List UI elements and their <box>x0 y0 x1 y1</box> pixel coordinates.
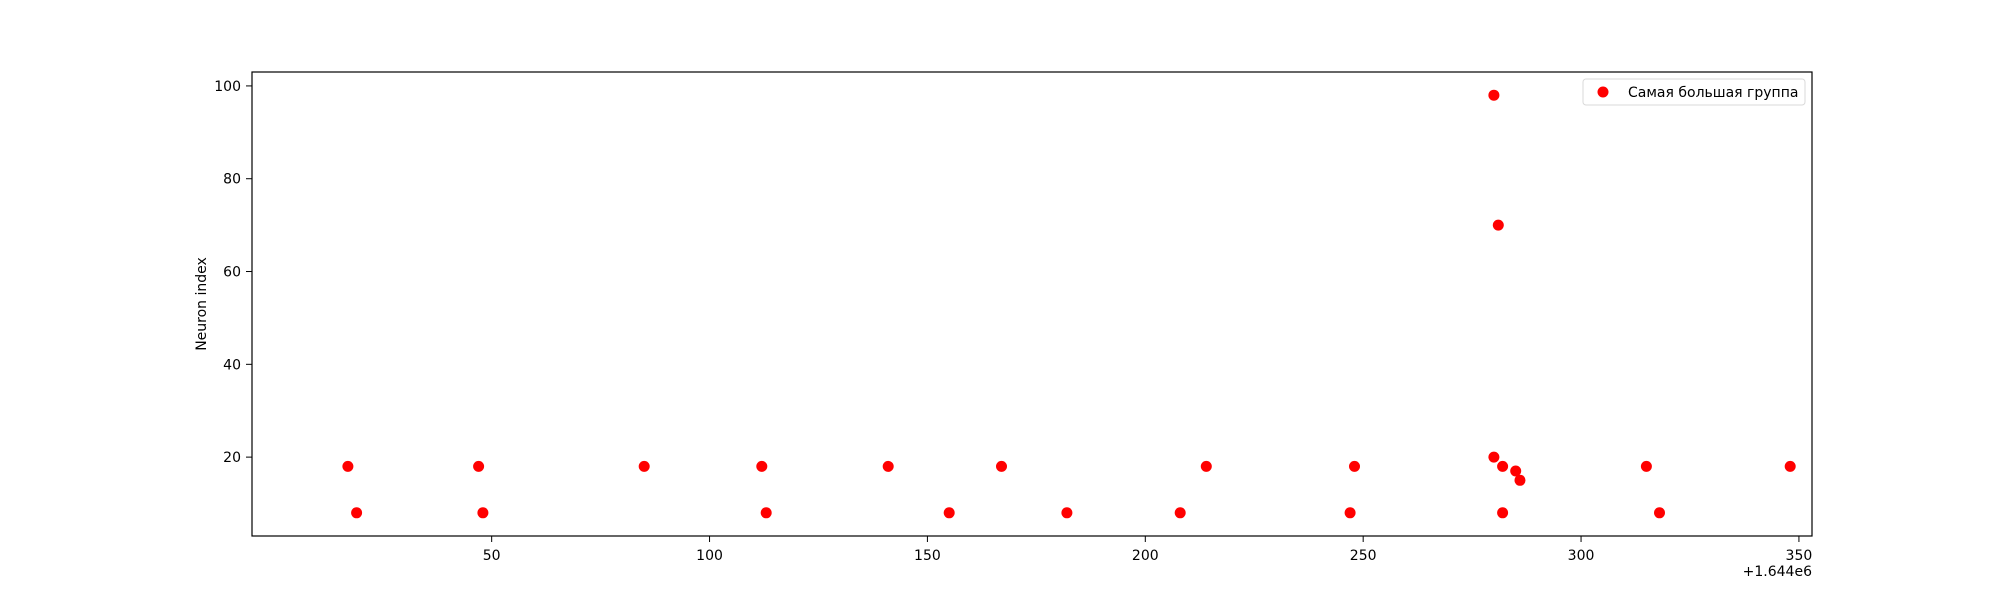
data-point <box>1497 507 1509 519</box>
x-tick-label: 150 <box>914 548 941 564</box>
data-point <box>638 460 650 472</box>
x-tick-label: 250 <box>1350 548 1377 564</box>
y-axis: 20 40 60 80 100 <box>214 79 252 466</box>
data-point <box>351 507 363 519</box>
x-tick-label: 350 <box>1786 548 1813 564</box>
x-tick-label: 50 <box>483 548 501 564</box>
data-point <box>1640 460 1652 472</box>
x-axis: 50 100 150 200 250 300 350 <box>483 536 1813 564</box>
data-point <box>760 507 772 519</box>
data-point <box>1488 89 1500 101</box>
y-tick-label: 80 <box>223 172 241 188</box>
y-tick-label: 60 <box>223 265 241 281</box>
data-point <box>1349 460 1360 472</box>
y-tick-label: 100 <box>214 79 241 95</box>
legend-marker <box>1597 86 1609 98</box>
data-point <box>1061 507 1073 519</box>
data-point <box>943 507 955 519</box>
x-axis-offset-label: +1.644e6 <box>1743 564 1812 580</box>
legend-box <box>1582 78 1806 106</box>
data-point <box>1654 507 1665 519</box>
x-tick-label: 200 <box>1132 548 1159 564</box>
data-point <box>1492 219 1504 231</box>
data-point <box>1488 451 1500 463</box>
data-point <box>1344 507 1356 519</box>
data-point <box>1510 465 1522 477</box>
data-point <box>1200 460 1212 472</box>
data-point <box>473 460 485 472</box>
x-tick-label: 300 <box>1568 548 1595 564</box>
data-point <box>882 460 894 472</box>
plot-frame <box>251 71 1813 537</box>
y-axis-label: Neuron index <box>194 257 210 351</box>
data-points <box>342 89 1796 519</box>
legend-label: Самая большая группа <box>1628 85 1798 101</box>
data-point <box>477 507 489 519</box>
data-point <box>342 460 354 472</box>
data-point <box>1514 474 1526 486</box>
data-point <box>996 460 1007 472</box>
y-tick-label: 40 <box>223 357 241 373</box>
y-tick-label: 20 <box>223 450 241 466</box>
legend: Самая большая группа <box>1582 78 1806 106</box>
data-point <box>1174 507 1186 519</box>
data-point <box>1784 460 1796 472</box>
x-tick-label: 100 <box>696 548 723 564</box>
data-point <box>1497 460 1509 472</box>
data-point <box>756 460 768 472</box>
